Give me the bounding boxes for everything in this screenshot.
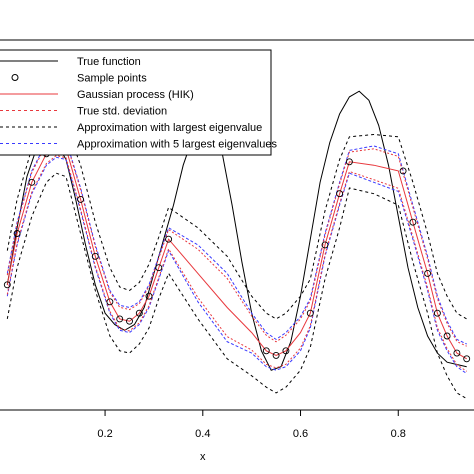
sample-point xyxy=(321,241,329,249)
sample-point xyxy=(13,230,21,237)
x-tick-label: 0.6 xyxy=(293,428,308,440)
sample-point xyxy=(282,347,290,355)
legend-label-true-std-deviation: True std. deviation xyxy=(77,106,167,118)
sample-point xyxy=(306,309,314,317)
x-tick-label: 0.4 xyxy=(195,428,210,440)
x-axis: 0.2 0.4 0.6 0.8 x xyxy=(97,410,406,463)
sample-point xyxy=(433,309,441,317)
series-line-true-std-upper xyxy=(6,137,467,347)
sample-point xyxy=(145,292,153,300)
sample-point xyxy=(3,281,11,289)
sample-point xyxy=(409,218,417,226)
sample-point xyxy=(262,347,270,355)
sample-point xyxy=(443,332,451,340)
sample-point xyxy=(155,264,163,272)
series-line-lower-envelope-5-largest-eigenvalues xyxy=(6,156,467,375)
sample-point xyxy=(91,252,99,260)
sample-point xyxy=(399,167,407,175)
sample-point xyxy=(77,195,85,203)
sample-point xyxy=(424,269,432,277)
plot-frame xyxy=(0,39,474,411)
legend: True function Sample points Gaussian proce… xyxy=(0,49,277,156)
legend-box xyxy=(0,49,272,156)
series-line-true-function xyxy=(6,90,467,371)
x-tick-label: 0.2 xyxy=(97,428,112,440)
sample-point xyxy=(463,355,471,363)
series-line-true-std-lower xyxy=(6,155,467,372)
series-line-lower-envelope-largest-eigenvalue xyxy=(6,172,467,400)
legend-label-gaussian-process-hik: Gaussian process (HIK) xyxy=(77,89,194,101)
sample-point xyxy=(272,351,280,359)
x-tick-label: 0.8 xyxy=(391,428,406,440)
series-line-gaussian-process-hik xyxy=(6,145,467,360)
series-line-upper-envelope-5-largest-eigenvalues xyxy=(6,136,467,345)
sample-point xyxy=(345,158,353,166)
legend-label-sample-points: Sample points xyxy=(77,73,147,85)
sample-point xyxy=(165,235,173,243)
sample-point xyxy=(116,315,124,323)
legend-swatch-sample-points xyxy=(11,74,19,81)
sample-point xyxy=(135,309,143,317)
sample-point xyxy=(453,349,461,357)
sample-point xyxy=(28,178,36,186)
x-axis-label: x xyxy=(200,451,206,463)
legend-label-true-function: True function xyxy=(77,56,141,68)
legend-label-approximation-with-largest-eigenvalue: Approximation with largest eigenvalue xyxy=(77,122,262,134)
sample-point xyxy=(336,190,344,198)
sample-point xyxy=(106,298,114,306)
sample-point xyxy=(126,317,133,325)
legend-label-approximation-with-5-largest-eigenvalues: Approximation with 5 largest eigenvalues xyxy=(77,139,277,151)
